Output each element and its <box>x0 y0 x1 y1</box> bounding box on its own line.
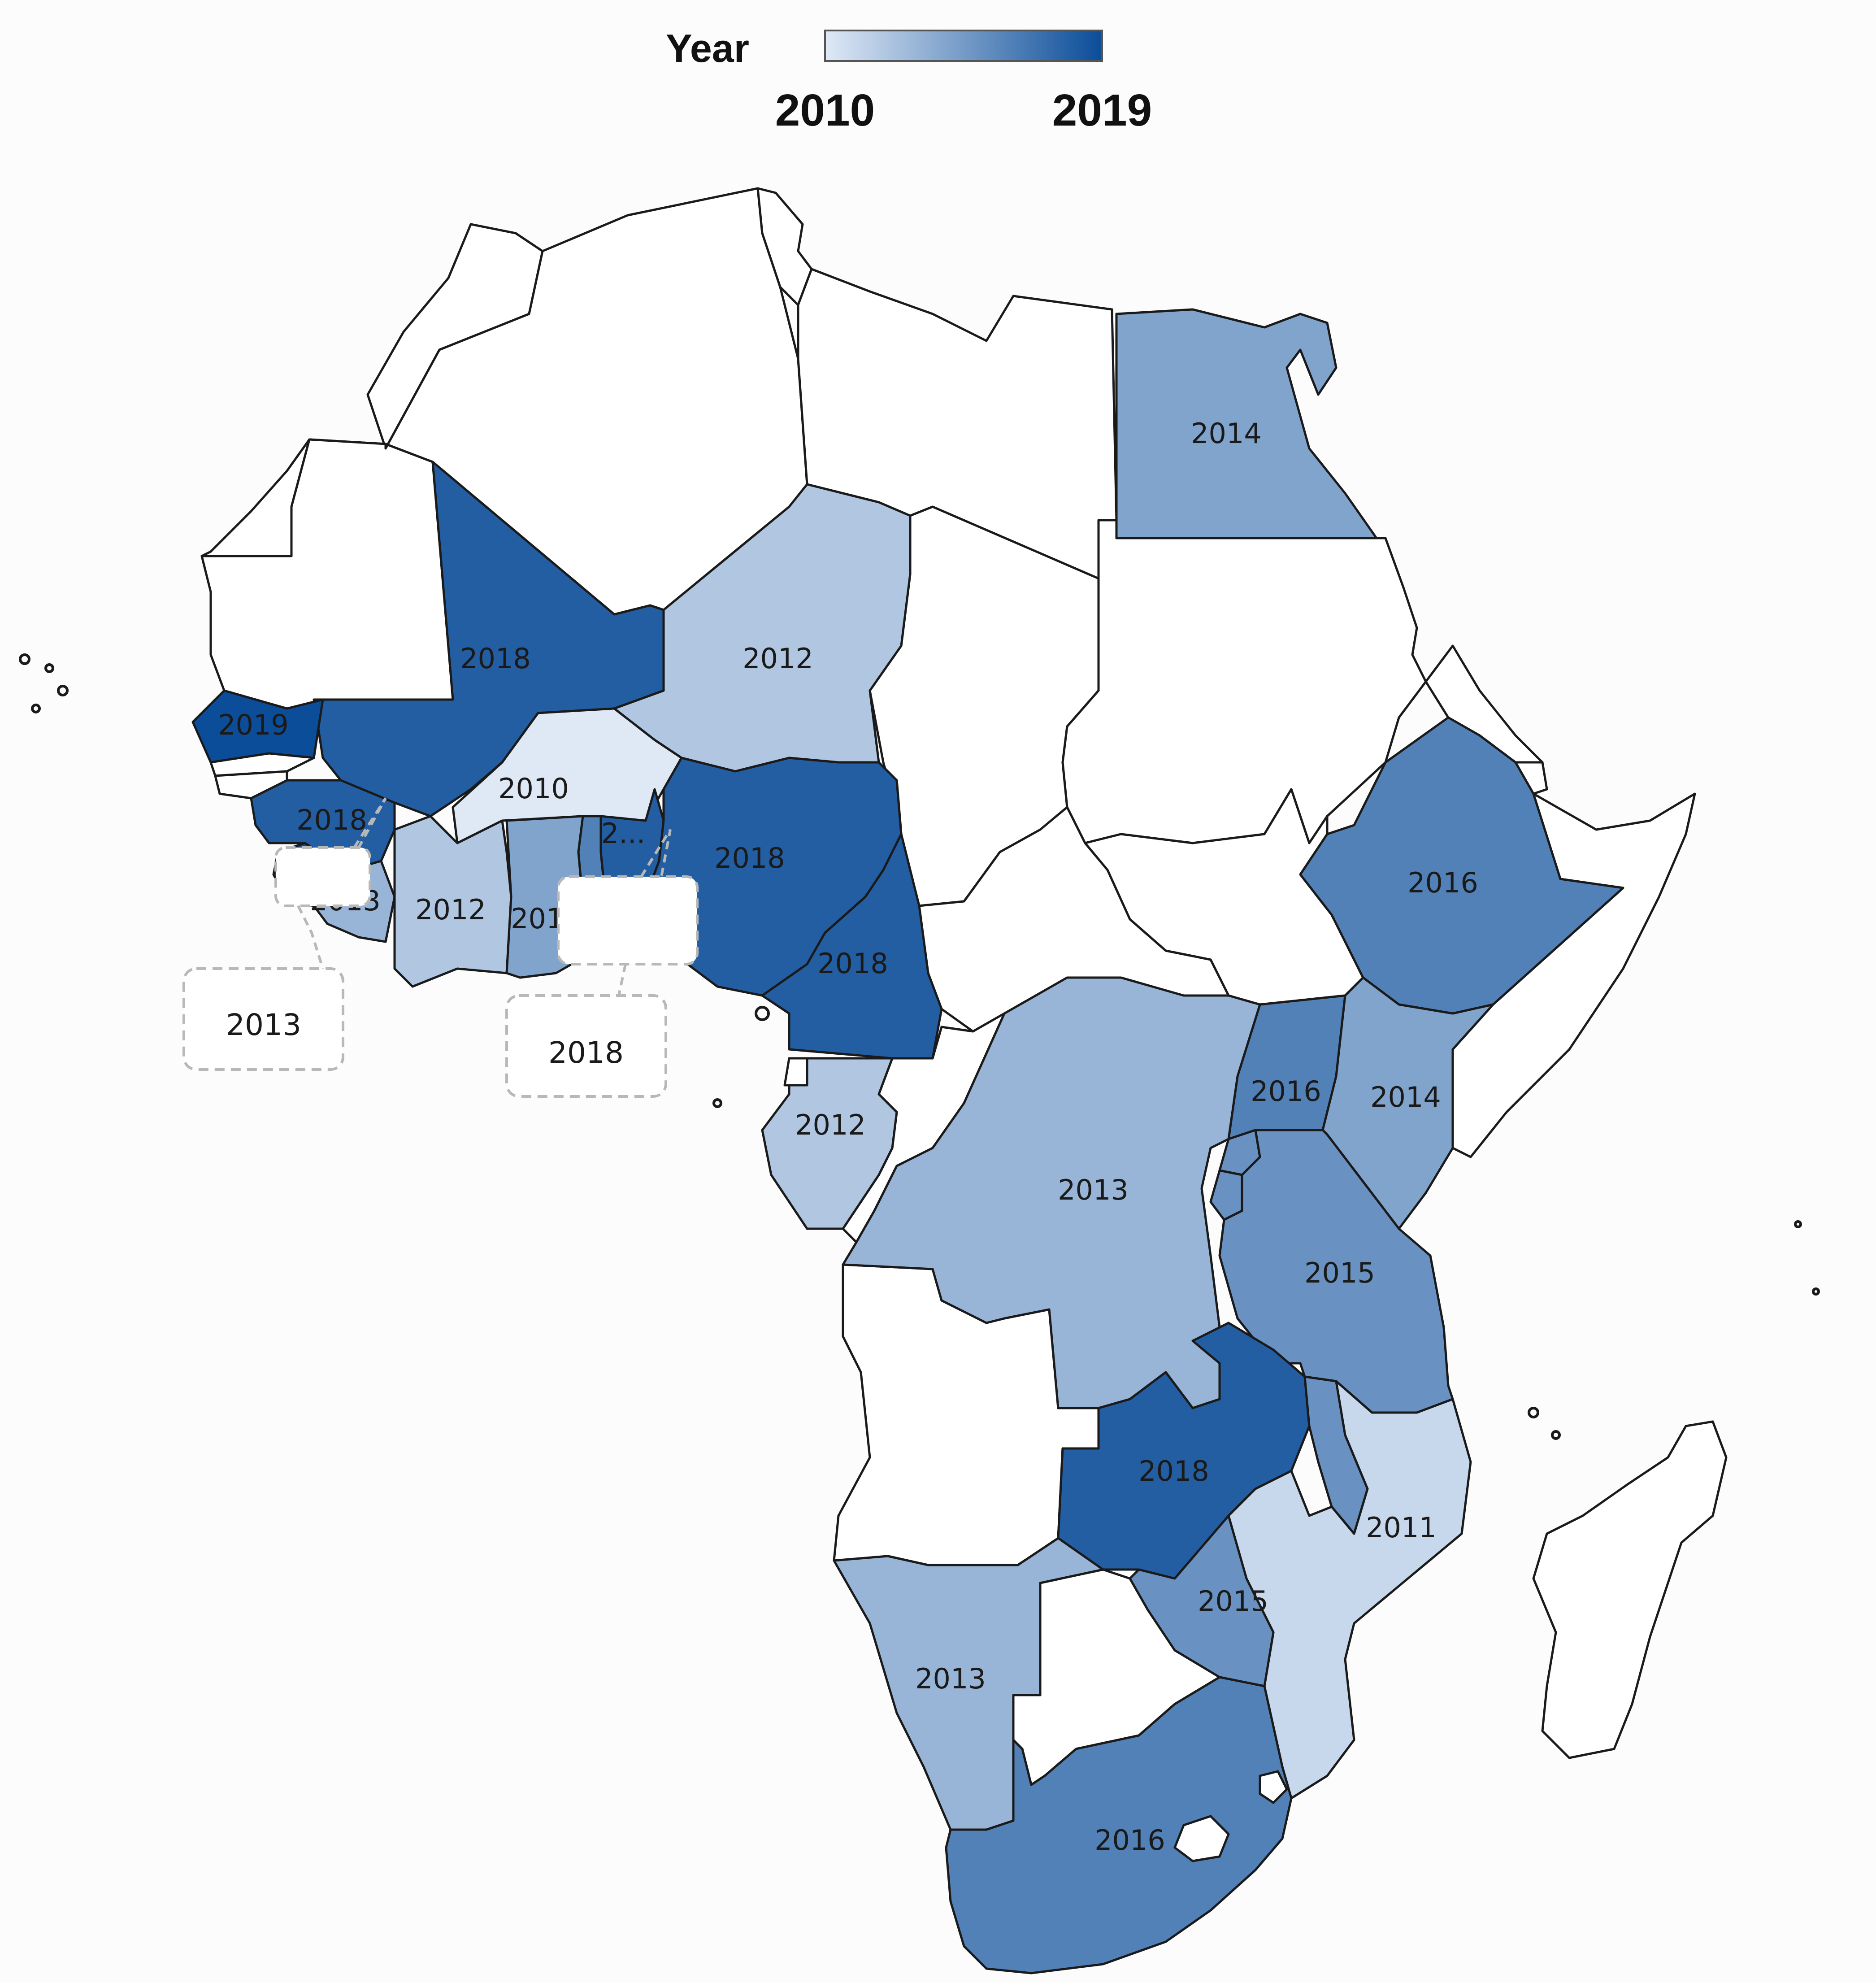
callout-sierra-leone-label: 2013 <box>226 1008 301 1042</box>
country-gabon <box>761 1057 898 1230</box>
label-kenya: 2014 <box>1370 1081 1441 1113</box>
callout-sierra-leone-box <box>182 967 344 1071</box>
country-madagascar <box>1532 1420 1728 1759</box>
country-ethiopia <box>1299 716 1624 1015</box>
enclaves <box>209 752 1288 1862</box>
label-mali: 2018 <box>460 642 531 675</box>
island-seychelles <box>1794 1220 1802 1228</box>
label-dr-congo: 2013 <box>1058 1174 1129 1206</box>
label-nigeria: 2018 <box>714 842 785 874</box>
callout-togo-focus <box>557 875 699 965</box>
callout-togo: 2018 <box>505 829 699 1098</box>
island-cape-verde <box>19 653 30 665</box>
callout-togo-pointer-top <box>640 829 672 878</box>
country-cameroon <box>761 779 943 1060</box>
country-lesotho <box>1173 1815 1230 1862</box>
year-labels: 2014 2018 2012 2019 2018 2010 2 2013 201… <box>218 417 1478 1857</box>
country-gambia <box>209 752 315 777</box>
callout-togo-box <box>505 994 667 1098</box>
label-senegal: 2019 <box>218 709 289 741</box>
country-egypt <box>1115 308 1378 539</box>
label-namibia: 2013 <box>915 1662 986 1695</box>
country-namibia <box>833 1537 1104 1831</box>
island-comoros <box>1551 1430 1561 1440</box>
label-burkina-faso: 2010 <box>498 772 569 805</box>
islands <box>19 653 1820 1440</box>
label-guinea: 2018 <box>296 804 367 836</box>
island-seychelles <box>1812 1287 1820 1296</box>
island-cape-verde <box>31 704 41 713</box>
label-togo: 2... <box>601 817 646 850</box>
legend-title: Year <box>666 26 749 70</box>
island-comoros <box>1528 1407 1539 1418</box>
country-south-africa <box>945 1676 1293 1974</box>
data-countries <box>191 308 1624 1974</box>
country-guinea-bissau <box>214 770 288 800</box>
label-egypt: 2014 <box>1191 417 1262 450</box>
island-sao-tome <box>712 1098 722 1108</box>
label-zimbabwe: 2015 <box>1198 1585 1268 1618</box>
label-tanzania: 2015 <box>1304 1257 1375 1289</box>
callout-sierra-leone-pointer-top <box>353 797 387 848</box>
no-data-countries <box>200 187 1728 1786</box>
label-cameroon: 2018 <box>817 947 888 980</box>
label-south-africa: 2016 <box>1094 1824 1165 1857</box>
callout-sierra-leone-focus <box>274 846 371 907</box>
legend: Year 2010 2019 <box>666 26 1152 135</box>
label-ethiopia: 2016 <box>1407 866 1478 899</box>
island-cape-verde <box>57 685 69 696</box>
country-equatorial-guinea <box>783 1057 808 1087</box>
legend-color-bar <box>824 30 1103 62</box>
legend-min-label: 2010 <box>775 85 875 135</box>
callout-togo-label: 2018 <box>548 1035 624 1070</box>
label-cote-divoire: 2012 <box>415 893 486 926</box>
label-gabon: 2012 <box>795 1109 866 1141</box>
callout-sierra-leone-pointer <box>297 905 324 969</box>
island-cape-verde <box>44 663 54 673</box>
label-zambia: 2018 <box>1138 1455 1209 1487</box>
island-bioko <box>755 1006 770 1021</box>
label-mozambique: 2011 <box>1366 1511 1437 1544</box>
country-mauritania <box>200 438 454 710</box>
callout-sierra-leone: 2013 <box>182 797 387 1071</box>
label-uganda: 2016 <box>1251 1075 1321 1108</box>
country-eswatini <box>1259 1770 1288 1804</box>
label-niger: 2012 <box>743 642 813 675</box>
legend-max-label: 2019 <box>1052 85 1152 135</box>
